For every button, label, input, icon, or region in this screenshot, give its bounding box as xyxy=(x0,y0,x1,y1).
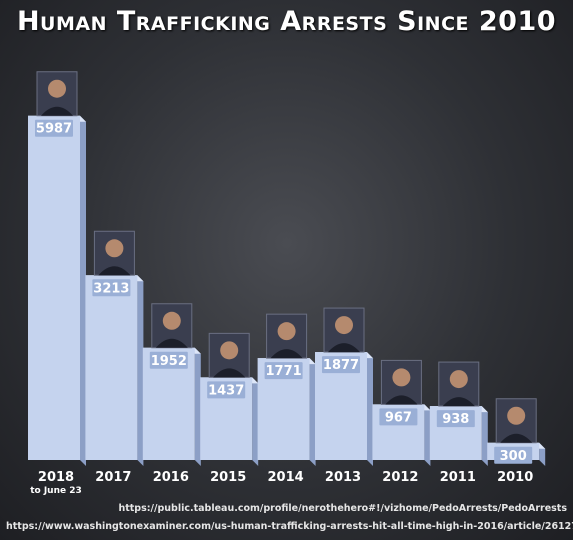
value-label: 1877 xyxy=(323,358,359,373)
portrait-face xyxy=(162,311,181,330)
value-label-box xyxy=(436,410,475,428)
bar xyxy=(28,115,80,460)
portrait-face xyxy=(277,322,296,341)
portrait-face xyxy=(449,370,468,389)
value-label-box xyxy=(35,119,73,137)
portrait-face xyxy=(507,406,526,425)
bar-side xyxy=(80,115,86,466)
portrait-face xyxy=(220,341,239,360)
portrait-suit xyxy=(270,349,303,359)
category-label: 2013 xyxy=(325,470,361,485)
portrait-suit xyxy=(41,106,73,116)
bar-side xyxy=(137,275,144,466)
value-label-box xyxy=(379,408,418,426)
portrait-face xyxy=(105,239,124,258)
chart-title: Human Trafficking Arrests Since 2010 xyxy=(16,6,557,37)
value-label-box xyxy=(149,351,188,369)
category-label: 2017 xyxy=(95,470,131,485)
category-note: to June 23 xyxy=(30,486,82,496)
portrait-face xyxy=(48,79,66,98)
portrait-face xyxy=(392,368,411,387)
value-label: 938 xyxy=(442,412,469,427)
portrait-face xyxy=(335,316,353,335)
category-label: 2014 xyxy=(268,470,304,485)
portrait-suit xyxy=(500,433,533,443)
portrait-suit xyxy=(213,368,246,378)
portrait-suit xyxy=(385,395,418,405)
bar-side xyxy=(309,358,316,466)
value-label-box xyxy=(92,279,131,297)
value-label-box xyxy=(207,381,246,399)
value-label: 1952 xyxy=(151,354,187,369)
source-url-2[interactable]: https://www.washingtonexaminer.com/us-hu… xyxy=(6,521,573,532)
value-label: 967 xyxy=(385,410,412,425)
category-label: 2016 xyxy=(153,470,189,485)
portrait-suit xyxy=(155,338,188,348)
bar-side xyxy=(252,377,259,466)
bar-side xyxy=(194,347,201,466)
portrait-suit xyxy=(442,397,475,407)
source-url-1[interactable]: https://public.tableau.com/profile/nerot… xyxy=(118,503,567,514)
value-label-box xyxy=(322,356,360,374)
value-label: 3213 xyxy=(93,281,129,296)
category-label: 2012 xyxy=(382,470,418,485)
value-label-box xyxy=(494,446,533,464)
value-label: 300 xyxy=(500,449,527,464)
bar-side xyxy=(367,352,373,466)
category-label: 2018 xyxy=(38,470,74,485)
bar-side xyxy=(424,404,431,466)
bar xyxy=(85,275,138,460)
portrait-suit xyxy=(98,266,131,276)
category-label: 2011 xyxy=(440,470,476,485)
category-label: 2015 xyxy=(210,470,246,485)
portrait-suit xyxy=(328,343,360,353)
value-label: 5987 xyxy=(36,122,72,137)
value-label: 1771 xyxy=(266,364,302,379)
value-label-box xyxy=(264,362,303,380)
bar-side xyxy=(481,406,488,466)
value-label: 1437 xyxy=(208,383,244,398)
category-label: 2010 xyxy=(497,470,533,485)
